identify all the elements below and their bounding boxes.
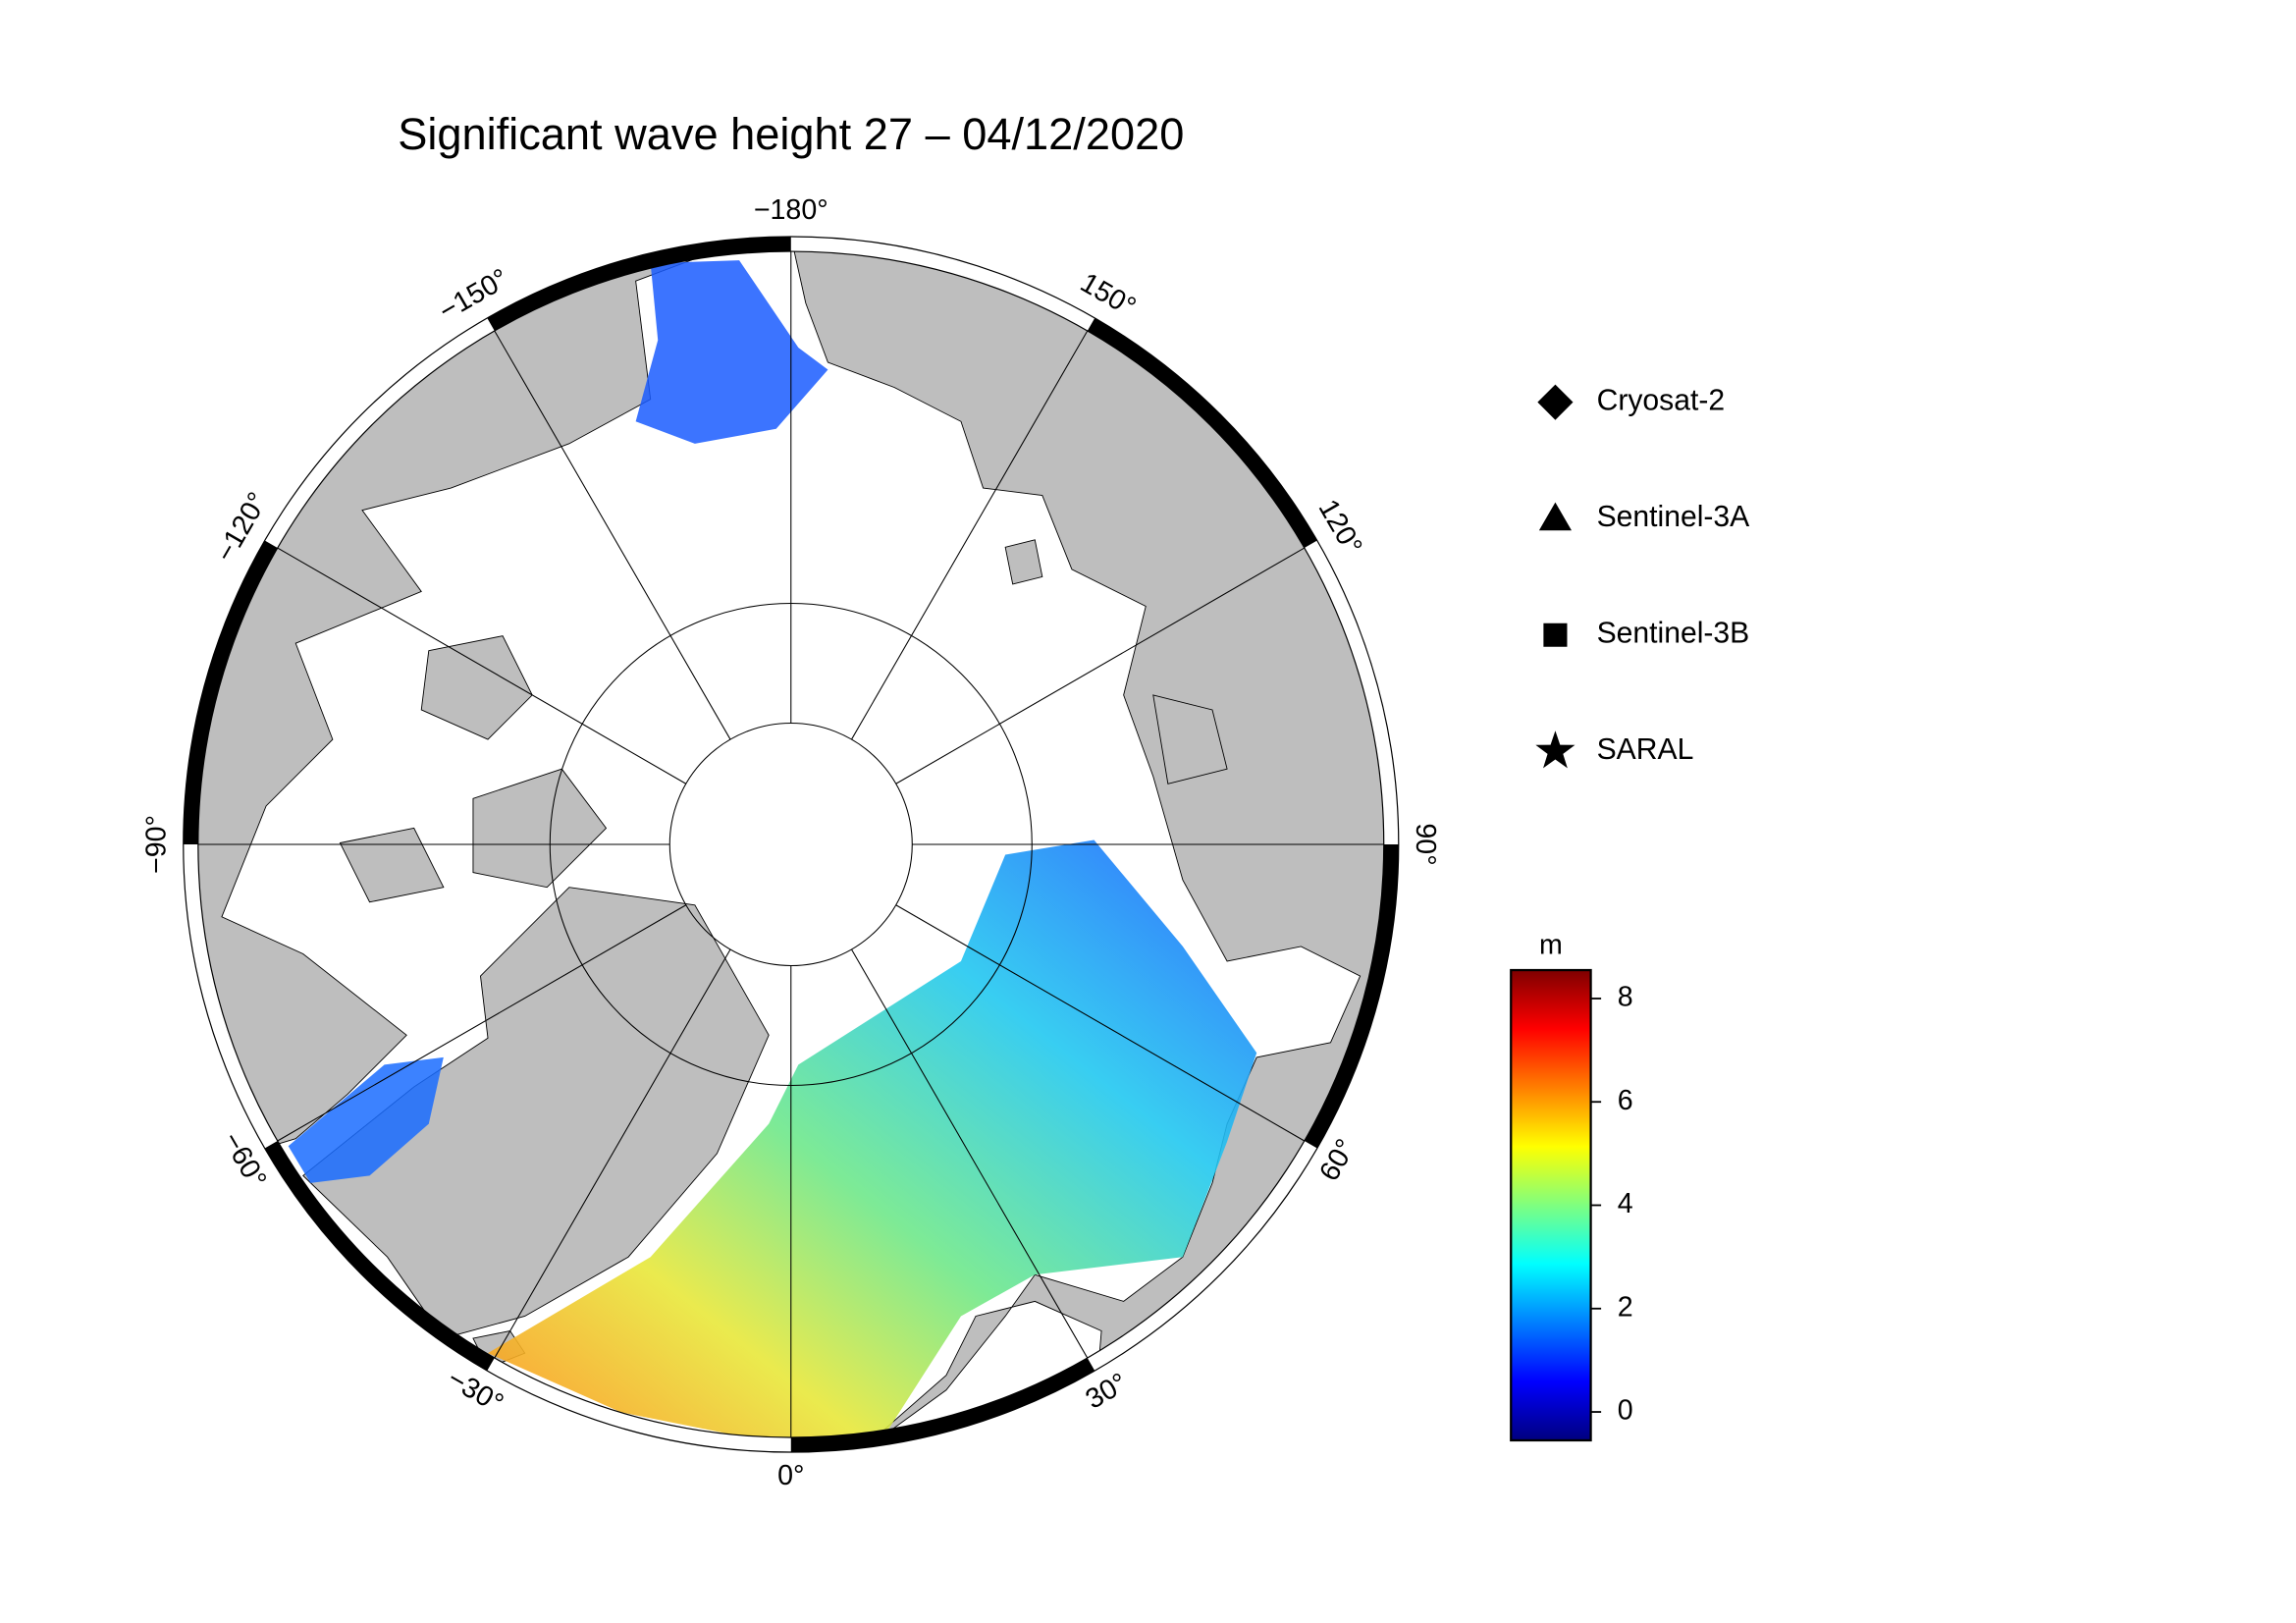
land-islands [339,539,1228,903]
frame-segment [183,540,278,845]
longitude-label: −30° [442,1363,508,1420]
map-frame [183,236,1400,1453]
graticule [197,251,1384,1437]
legend-marker [1535,730,1575,769]
legend-marker [1537,384,1574,420]
colorbar-tick-label: 2 [1618,1291,1633,1323]
legend-label: Sentinel-3B [1597,618,1750,650]
legend-marker [1543,622,1568,647]
meridian [851,330,1089,740]
frame-segment [1304,844,1399,1149]
legend-label: SARAL [1597,733,1694,766]
frame-segment [1087,317,1317,549]
longitude-label: −90° [141,815,173,874]
longitude-label: 0° [777,1460,804,1491]
meridian [277,547,687,784]
longitude-label: −60° [216,1127,273,1194]
frame-segment [487,236,791,331]
legend-label: Cryosat-2 [1597,385,1726,417]
meridian [494,330,731,740]
colorbar-tick-label: 6 [1618,1085,1633,1116]
legend-label: Sentinel-3A [1597,501,1751,533]
legend: Cryosat-2 Sentinel-3A Sentinel-3B SARAL [1535,384,1751,769]
swath-labrador [288,1056,444,1183]
colorbar-tick-label: 4 [1618,1188,1633,1219]
frame-segment [264,1140,495,1372]
longitude-label: 120° [1312,494,1368,560]
colorbar-unit: m [1539,929,1563,960]
colorbar-gradient [1510,968,1592,1442]
map-title: Significant wave height 27 – 04/12/2020 [398,109,1184,159]
meridian [895,547,1306,784]
longitude-label: 150° [1075,267,1141,323]
meridian [851,948,1089,1359]
meridian [277,904,687,1142]
longitude-label: 90° [1410,823,1441,865]
colorbar: m 0 2 4 6 8 [1510,929,1633,1442]
colorbar-tick-label: 0 [1618,1395,1633,1427]
legend-marker [1538,502,1573,531]
frame-segment [790,1358,1095,1453]
swath-atlantic [488,839,1257,1437]
polar-map [197,251,1384,1437]
longitude-label: −180° [754,194,828,226]
meridian [895,904,1306,1142]
colorbar-tick-label: 8 [1618,982,1633,1013]
meridian [494,948,731,1359]
swath-bering [635,260,828,444]
